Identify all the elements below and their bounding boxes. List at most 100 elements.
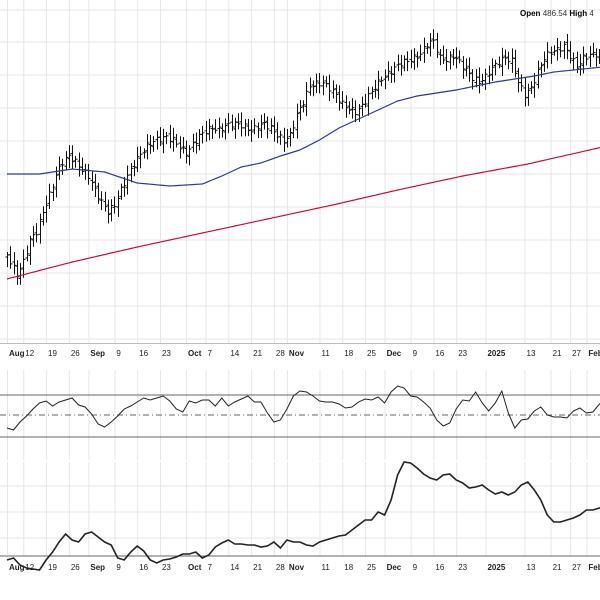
- price-bar: [383, 69, 388, 90]
- date-tick-label: Sep: [90, 349, 105, 358]
- price-bar: [578, 54, 583, 76]
- price-bar: [184, 140, 189, 164]
- price-bar: [454, 47, 459, 69]
- date-tick-label: 16: [435, 349, 444, 358]
- price-bar: [99, 191, 104, 211]
- price-bar: [181, 137, 186, 154]
- date-tick-label: 19: [48, 563, 57, 572]
- price-bar: [132, 159, 137, 177]
- strength-grid: [0, 462, 600, 557]
- price-bar: [158, 127, 163, 147]
- price-bar: [171, 127, 176, 152]
- price-bar: [259, 114, 264, 138]
- price-bar: [119, 183, 124, 200]
- date-axis-top: Aug 12 19 26 Sep 9 16 23 Oct 7 14 21 28 Nov 11 18 25 Dec 9…: [9, 349, 600, 358]
- date-tick-label: Sep: [90, 563, 105, 572]
- price-bar: [396, 54, 401, 72]
- price-bar: [532, 73, 537, 98]
- price-bar: [405, 51, 410, 72]
- price-bar: [591, 42, 596, 58]
- price-bar: [425, 42, 430, 54]
- price-bar: [444, 49, 449, 71]
- price-bar: [513, 49, 518, 78]
- price-bar: [41, 206, 46, 226]
- date-tick-label: 9: [413, 349, 418, 358]
- date-tick-label: 16: [139, 349, 148, 358]
- price-bar: [331, 80, 336, 99]
- date-tick-label: Feb: [588, 563, 600, 572]
- price-bar: [588, 46, 593, 68]
- price-bar: [73, 155, 78, 168]
- price-bar: [448, 51, 453, 70]
- price-bar: [129, 162, 134, 183]
- price-bar: [155, 130, 160, 150]
- date-tick-label: 7: [208, 563, 213, 572]
- price-bar: [8, 246, 13, 269]
- price-bar: [233, 117, 238, 139]
- price-bar: [422, 37, 427, 63]
- price-bar: [197, 129, 202, 151]
- strength-panel: [0, 461, 600, 571]
- price-bar: [363, 93, 368, 108]
- price-bar: [178, 136, 183, 159]
- price-bar: [451, 48, 456, 66]
- price-bar: [64, 151, 69, 171]
- price-bar: [272, 116, 277, 142]
- date-tick-label: 25: [367, 349, 376, 358]
- price-bar: [285, 129, 290, 148]
- price-bar: [516, 67, 521, 93]
- price-bar: [555, 37, 560, 61]
- price-bar: [239, 112, 244, 137]
- price-bar: [510, 48, 515, 73]
- price-bar: [347, 101, 352, 115]
- price-bar: [291, 120, 296, 139]
- price-bar: [321, 75, 326, 96]
- price-bar: [412, 48, 417, 70]
- date-tick-label: Oct: [188, 349, 202, 358]
- date-tick-label: 9: [116, 349, 121, 358]
- price-bar: [317, 73, 322, 94]
- price-bar: [366, 86, 371, 116]
- price-bar: [542, 51, 547, 72]
- date-tick-label: 21: [553, 563, 562, 572]
- price-bar: [243, 119, 248, 137]
- price-bar: [389, 66, 394, 83]
- momentum-line: [6, 385, 600, 431]
- date-tick-label: Dec: [387, 349, 402, 358]
- price-bar: [275, 122, 280, 144]
- price-bar: [379, 76, 384, 87]
- date-tick-label: 2025: [487, 349, 505, 358]
- price-info-header: Open 486.54 High 4: [520, 9, 594, 18]
- price-bar: [174, 133, 179, 148]
- price-bar: [503, 49, 508, 66]
- price-bar: [44, 195, 49, 223]
- price-bar: [230, 114, 235, 132]
- price-bar: [353, 100, 358, 123]
- price-bar: [584, 53, 589, 66]
- price-bar: [571, 52, 576, 71]
- price-bar: [249, 120, 254, 142]
- price-bar: [200, 125, 205, 144]
- price-bar: [373, 79, 378, 98]
- price-bar: [223, 118, 228, 140]
- price-bar: [428, 33, 433, 57]
- price-bar: [109, 199, 114, 222]
- date-tick-label: 19: [48, 349, 57, 358]
- price-bar: [96, 182, 101, 204]
- price-bar: [18, 263, 23, 285]
- price-bar: [93, 173, 98, 197]
- date-tick-label: 9: [413, 563, 418, 572]
- date-tick-label: 21: [553, 349, 562, 358]
- date-tick-label: 23: [458, 563, 467, 572]
- price-bar: [145, 134, 150, 160]
- date-tick-label: 13: [527, 349, 536, 358]
- price-bar: [106, 199, 111, 224]
- date-tick-label: Aug: [9, 563, 25, 572]
- price-bar: [21, 249, 26, 278]
- price-bar: [31, 226, 36, 247]
- open-label: Open: [520, 9, 541, 18]
- price-bar: [399, 54, 404, 76]
- price-bar: [236, 113, 241, 130]
- price-bar: [477, 67, 482, 94]
- momentum-panel: [0, 370, 600, 460]
